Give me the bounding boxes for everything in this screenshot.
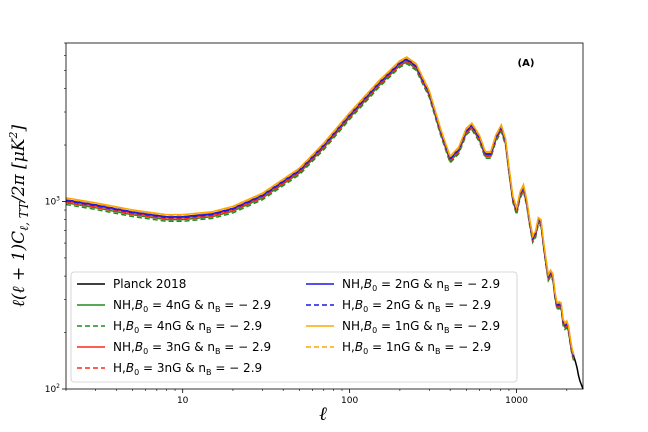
legend-box — [70, 271, 518, 383]
legend-label-5: NH,B0 = 2nG & nB = − 2.9 — [342, 277, 500, 293]
legend: Planck 2018 NH,B0 = 4nG & nB = − 2.9 H,B0 … — [70, 271, 518, 383]
tick-layer: 10 100 1000 102 103 — [45, 42, 568, 406]
series-line-2 — [65, 62, 575, 361]
x-tick-label-0: 10 — [177, 396, 189, 406]
series-line-4 — [65, 60, 575, 359]
legend-label-7: NH,B0 = 1nG & nB = − 2.9 — [342, 319, 500, 335]
legend-label-3: NH,B0 = 3nG & nB = − 2.9 — [113, 340, 271, 356]
x-axis-label: ℓ — [319, 403, 327, 425]
panel-label: (A) — [518, 58, 535, 69]
plot-frame — [65, 42, 584, 390]
series-line-8 — [65, 56, 575, 356]
legend-label-1: NH,B0 = 4nG & nB = − 2.9 — [113, 298, 271, 314]
y-tick-label-0: 102 — [45, 383, 60, 395]
legend-label-8: H,B0 = 1nG & nB = − 2.9 — [342, 340, 491, 356]
legend-label-6: H,B0 = 2nG & nB = − 2.9 — [342, 298, 491, 314]
legend-label-2: H,B0 = 4nG & nB = − 2.9 — [113, 319, 262, 335]
series-layer — [65, 56, 584, 390]
x-tick-label-2: 1000 — [505, 396, 528, 406]
y-axis-label: ℓ(ℓ + 1)Cℓ, TT/2π [μK2] — [7, 124, 31, 307]
series-line-6 — [65, 58, 575, 358]
x-tick-label-1: 100 — [341, 396, 358, 406]
y-tick-label-1: 103 — [45, 195, 60, 207]
legend-label-4: H,B0 = 3nG & nB = − 2.9 — [113, 361, 262, 377]
legend-label-0: Planck 2018 — [113, 277, 186, 291]
